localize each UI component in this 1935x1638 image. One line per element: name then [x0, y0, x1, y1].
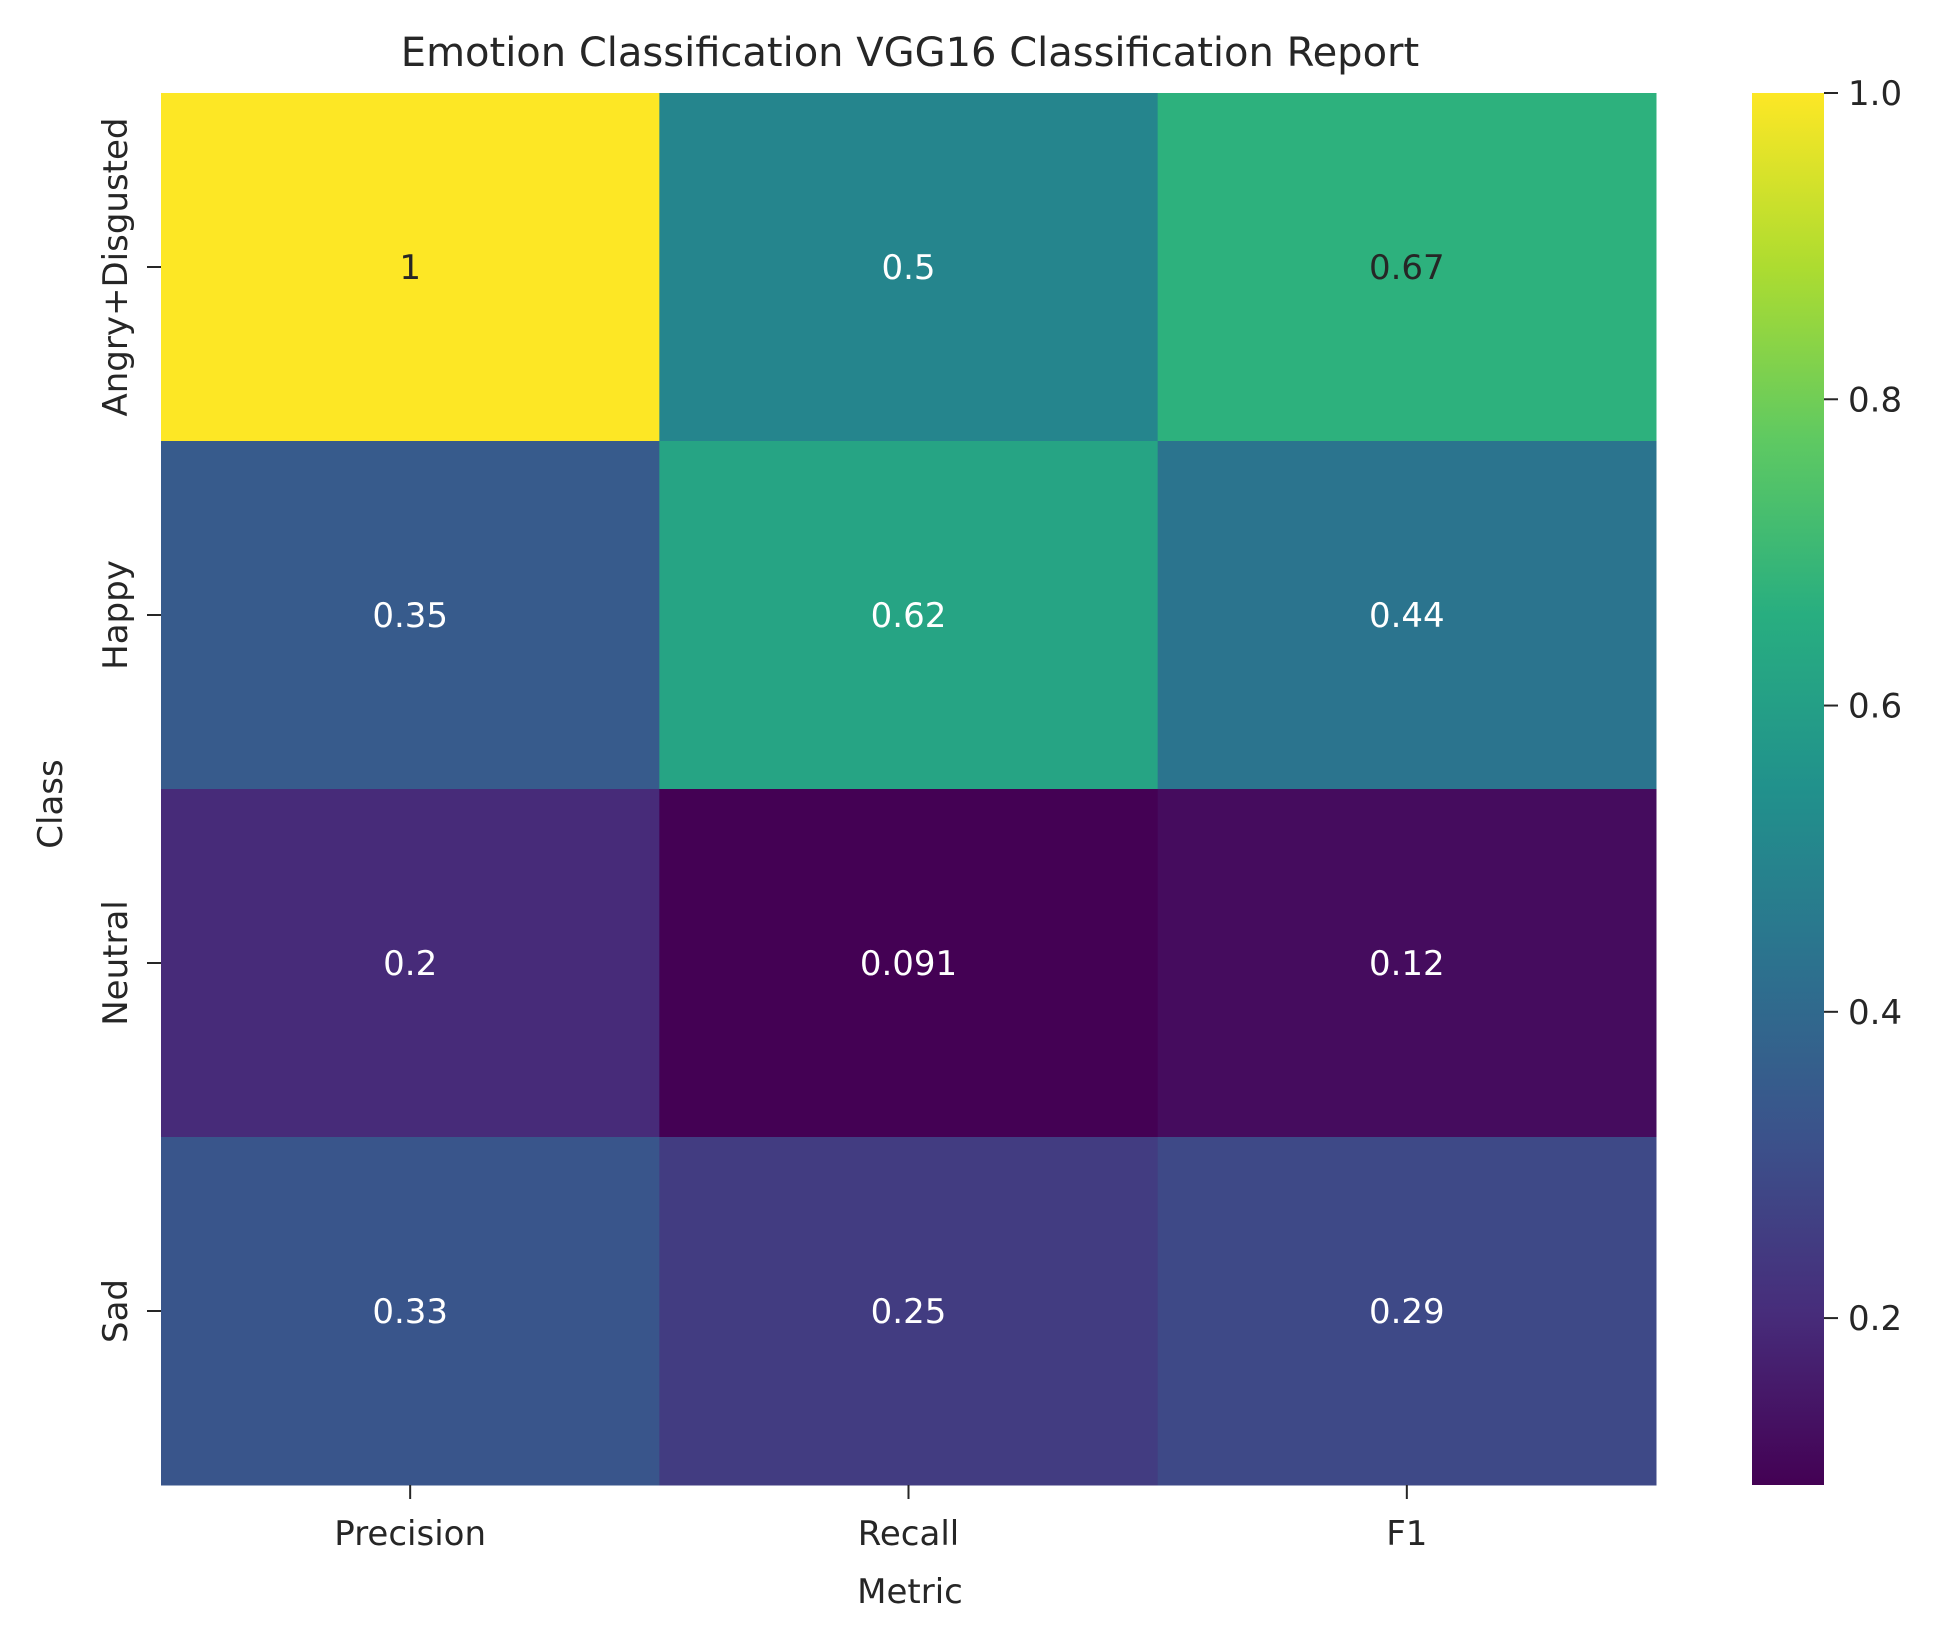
cell-value-label: 0.62 [871, 596, 947, 636]
colorbar-tick-label: 1.0 [1848, 74, 1902, 114]
cell-value-label: 0.12 [1369, 944, 1445, 984]
x-tick-label: Recall [858, 1514, 959, 1554]
heatmap-cell [659, 789, 1159, 1138]
heatmap-cell [659, 93, 1159, 442]
heatmap-cell [161, 1137, 660, 1486]
heatmap-cell [659, 441, 1159, 790]
x-tick-label: Precision [334, 1514, 486, 1554]
cell-value-label: 0.67 [1369, 248, 1445, 288]
x-tick-label: F1 [1386, 1514, 1427, 1554]
cell-value-label: 0.33 [372, 1292, 448, 1332]
y-tick-label: Angry+Disgusted [96, 118, 136, 417]
cell-value-label: 0.44 [1369, 596, 1445, 636]
heatmap-cell-labels: 1 0.5 0.67 0.35 0.62 0.44 0.2 0.091 0.12 0.33 0.25… [372, 248, 1444, 1332]
cell-value-label: 0.091 [860, 944, 957, 984]
heatmap-cell [1157, 1137, 1657, 1486]
colorbar-gradient [1752, 93, 1824, 1485]
heatmap-cell [161, 789, 660, 1138]
cell-value-label: 0.2 [383, 944, 437, 984]
x-axis: Precision Recall F1 [334, 1485, 1427, 1554]
y-axis-label: Class [31, 759, 71, 848]
y-tick-label: Sad [96, 1279, 136, 1343]
cell-value-label: 1 [399, 248, 421, 288]
cell-value-label: 0.25 [871, 1292, 947, 1332]
colorbar-tick-label: 0.6 [1848, 687, 1902, 727]
y-tick-label: Neutral [96, 900, 136, 1026]
heatmap-cell [161, 93, 660, 442]
cell-value-label: 0.35 [372, 596, 448, 636]
heatmap-cell [161, 441, 660, 790]
y-axis: Angry+Disgusted Happy Neutral Sad [96, 118, 161, 1343]
cell-value-label: 0.29 [1369, 1292, 1445, 1332]
colorbar-tick-label: 0.2 [1848, 1299, 1902, 1339]
heatmap-cells [161, 93, 1657, 1486]
heatmap-cell [1157, 789, 1657, 1138]
heatmap-cell [659, 1137, 1159, 1486]
heatmap-cell [1157, 441, 1657, 790]
colorbar [1752, 93, 1824, 1485]
x-axis-label: Metric [857, 1572, 963, 1612]
colorbar-tick-label: 0.4 [1848, 993, 1902, 1033]
colorbar-ticks: 0.2 0.4 0.6 0.8 1.0 [1824, 74, 1902, 1339]
heatmap-cell [1157, 93, 1657, 442]
colorbar-tick-label: 0.8 [1848, 380, 1902, 420]
cell-value-label: 0.5 [881, 248, 935, 288]
y-tick-label: Happy [96, 560, 136, 670]
chart-title: Emotion Classification VGG16 Classificat… [401, 30, 1419, 76]
